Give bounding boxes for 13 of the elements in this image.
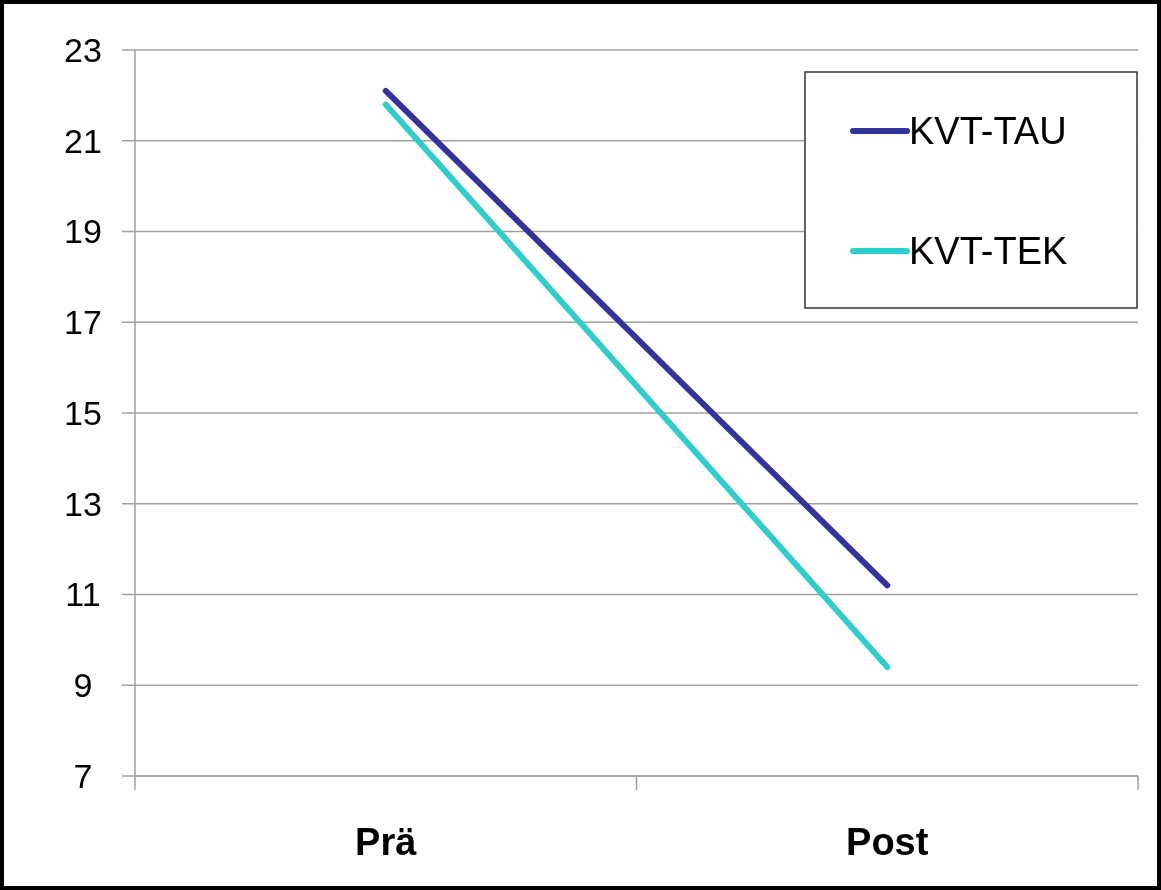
y-tick-label: 17 <box>64 303 102 342</box>
y-tick-label: 13 <box>64 484 102 523</box>
x-tick-label: Post <box>846 821 929 863</box>
x-tick-label: Prä <box>355 821 418 863</box>
y-tick-label: 21 <box>64 121 102 160</box>
y-tick-label: 19 <box>64 212 102 251</box>
y-tick-label: 9 <box>73 666 93 705</box>
y-tick-label: 7 <box>73 756 93 795</box>
y-tick-label: 23 <box>64 30 102 69</box>
legend-label: KVT-TAU <box>909 110 1067 153</box>
y-tick-label: 15 <box>64 393 102 432</box>
legend-label: KVT-TEK <box>909 230 1068 273</box>
y-tick-label: 11 <box>65 575 101 614</box>
